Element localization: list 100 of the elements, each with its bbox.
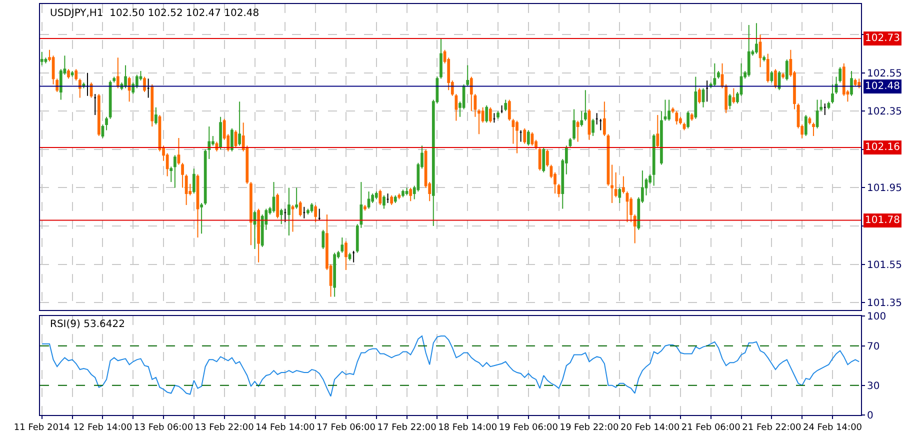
candlestick [184,174,188,206]
candlestick [686,110,690,129]
candlestick [557,183,560,198]
candlestick [170,166,173,182]
candlestick [398,192,401,200]
candlestick [394,194,397,204]
candlestick [572,108,576,140]
candlestick [785,59,788,82]
candlestick [146,78,150,98]
ref-line-label: 102.73 [865,33,900,44]
candlestick [485,104,488,124]
candlestick [652,134,656,186]
ref-line-label: 102.48 [865,81,900,92]
candlestick [478,108,480,135]
candlestick [816,99,819,129]
candlestick [770,70,774,83]
candlestick [280,208,283,225]
candlestick [219,116,222,150]
x-tick-label: 18 Feb 14:00 [438,422,498,433]
x-tick-label: 17 Feb 22:00 [377,422,437,433]
candlestick [668,99,670,122]
candlestick [592,118,594,137]
candlestick [367,191,370,210]
candlestick [344,240,348,271]
x-tick-label: 19 Feb 06:00 [498,422,558,433]
candlestick [542,147,546,173]
candlestick [706,80,708,102]
candlestick [614,172,618,198]
candlestick [656,114,660,148]
y-tick-label: 101.35 [867,298,902,310]
candlestick [333,252,336,298]
candlestick [526,130,530,146]
candlestick [492,112,496,124]
candlestick [728,93,732,110]
candlestick [154,106,158,126]
candlestick [762,55,766,62]
candlestick [74,68,78,82]
candlestick [257,208,260,263]
x-tick-label: 24 Feb 14:00 [802,422,862,433]
candlestick [288,187,290,236]
x-tick-label: 17 Feb 06:00 [316,422,376,433]
candlestick [253,210,256,250]
candlestick [717,70,720,80]
candlestick [318,208,321,221]
candlestick [238,101,241,146]
candlestick [660,110,663,166]
candlestick [766,53,770,83]
candlestick [747,24,750,78]
candlestick [827,101,830,110]
candlestick [174,154,176,188]
candlestick [67,68,70,80]
x-tick-label: 13 Feb 06:00 [134,422,194,433]
x-tick-label: 20 Feb 14:00 [620,422,680,433]
candlestick [314,204,317,223]
candlestick [664,99,667,122]
candlestick [40,51,44,66]
candlestick [181,162,184,188]
candlestick [440,38,442,80]
candlestick [732,88,736,104]
x-tick-label: 21 Feb 06:00 [681,422,741,433]
y-tick-label: 101.55 [867,260,902,271]
candlestick [496,110,500,120]
candlestick [610,164,614,204]
y-tick-label: 70 [867,341,880,352]
candlestick [675,110,678,126]
candlestick [105,116,108,131]
candlestick [588,108,591,140]
candlestick [70,70,74,78]
candlestick [599,118,602,131]
candlestick [378,189,382,206]
candlestick [291,204,294,232]
candlestick [284,208,287,223]
candlestick [250,181,252,246]
candlestick [774,68,777,89]
candlestick [500,104,504,114]
candlestick [302,206,306,219]
candlestick [230,128,234,152]
candlestick [782,72,785,80]
candlestick [758,34,762,68]
x-tick-label: 19 Feb 22:00 [560,422,620,433]
candlestick [108,80,112,120]
candlestick [523,128,526,144]
candlestick [94,93,97,116]
candlestick [295,187,298,210]
candlestick [200,202,203,234]
y-tick-label: 30 [867,380,880,392]
candlestick [143,76,146,93]
chart-title: USDJPY,H1 102.50 102.52 102.47 102.48 [50,8,260,19]
candlestick [298,200,302,217]
x-tick-label: 13 Feb 22:00 [194,422,254,433]
candlestick [713,62,716,87]
ref-line-label: 102.16 [865,142,900,153]
candlestick [116,57,120,89]
candlestick [808,116,812,126]
candlestick [698,88,701,104]
candlestick [516,120,518,154]
x-tick-label: 14 Feb 14:00 [256,422,315,433]
candlestick [694,76,698,120]
candlestick [682,122,686,131]
annotation: RSI(9) 53.6422 [50,319,125,330]
